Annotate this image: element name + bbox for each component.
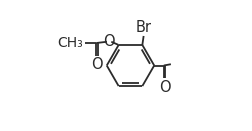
Text: CH₃: CH₃ — [58, 36, 83, 50]
Text: Br: Br — [136, 20, 152, 35]
Text: O: O — [91, 57, 103, 72]
Text: O: O — [159, 80, 170, 95]
Text: O: O — [103, 34, 115, 49]
